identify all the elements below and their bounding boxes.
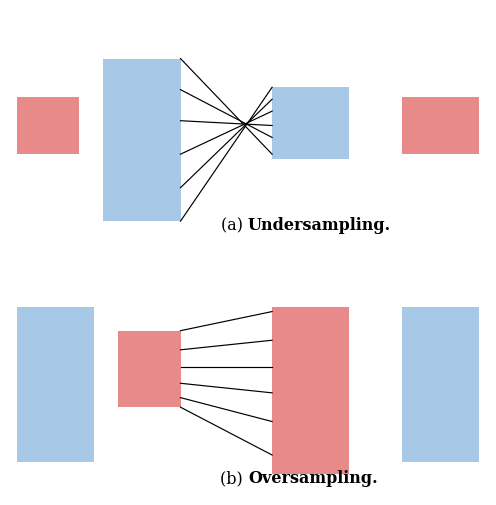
FancyBboxPatch shape [16,307,94,462]
Text: (a): (a) [221,217,248,234]
Text: Undersampling.: Undersampling. [248,217,391,234]
FancyBboxPatch shape [402,307,480,462]
FancyBboxPatch shape [272,307,349,474]
FancyBboxPatch shape [118,331,181,408]
FancyBboxPatch shape [16,97,79,155]
FancyBboxPatch shape [103,60,181,222]
Text: Oversampling.: Oversampling. [248,469,377,486]
FancyBboxPatch shape [272,88,349,160]
FancyBboxPatch shape [402,97,480,155]
Text: (b): (b) [220,469,248,486]
